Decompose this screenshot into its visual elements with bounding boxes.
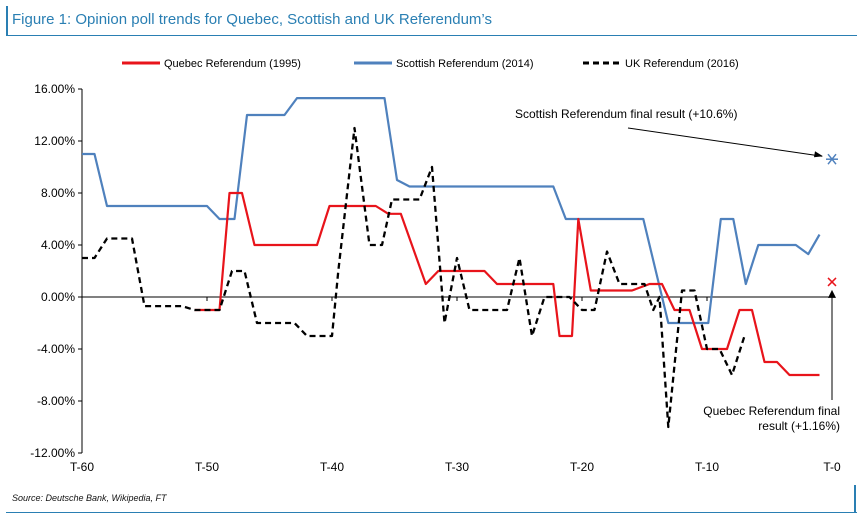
- chart-series: [82, 97, 821, 429]
- x-tick-label: T-0: [823, 460, 841, 474]
- quebec-result-marker: [827, 277, 837, 287]
- series-line-scottish: [82, 97, 821, 325]
- chart-annotations: Scottish Referendum final result (+10.6%…: [515, 107, 840, 433]
- y-tick-label: 8.00%: [41, 186, 75, 200]
- scottish-result-marker: [826, 153, 838, 165]
- series-line-quebec: [194, 191, 820, 377]
- y-tick-label: 4.00%: [41, 238, 75, 252]
- footer-divider: [6, 512, 857, 513]
- title-accent-bar: [6, 6, 8, 36]
- quebec-result-label: result (+1.16%): [758, 419, 840, 433]
- y-tick-label: 12.00%: [34, 134, 75, 148]
- x-tick-label: T-30: [445, 460, 469, 474]
- y-tick-label: -4.00%: [37, 342, 75, 356]
- x-tick-label: T-40: [320, 460, 344, 474]
- footer-accent-bar: [854, 485, 856, 513]
- legend-label: Scottish Referendum (2014): [396, 58, 534, 70]
- legend-label: Quebec Referendum (1995): [164, 58, 301, 70]
- y-tick-label: 0.00%: [41, 290, 75, 304]
- x-tick-label: T-50: [195, 460, 219, 474]
- source-note: Source: Deutsche Bank, Wikipedia, FT: [12, 493, 167, 503]
- asterisk-stroke: [827, 153, 837, 165]
- title-divider: [6, 35, 857, 36]
- series-line-uk: [82, 126, 746, 429]
- quebec-arrowhead: [828, 289, 836, 298]
- y-tick-label: 16.00%: [34, 82, 75, 96]
- x-stroke: [827, 277, 837, 287]
- figure-title: Figure 1: Opinion poll trends for Quebec…: [12, 11, 492, 28]
- scottish-result-label: Scottish Referendum final result (+10.6%…: [515, 107, 737, 121]
- y-tick-label: -8.00%: [37, 394, 75, 408]
- scottish-arrowhead: [814, 151, 823, 158]
- x-tick-label: T-20: [570, 460, 594, 474]
- legend-label: UK Referendum (2016): [625, 58, 739, 70]
- x-tick-label: T-10: [695, 460, 719, 474]
- scottish-result-arrow: [627, 127, 823, 157]
- x-tick-label: T-60: [70, 460, 94, 474]
- y-tick-label: -12.00%: [30, 446, 75, 460]
- chart-legend: Quebec Referendum (1995) Scottish Referen…: [122, 58, 739, 70]
- chart-axes: 16.00% 12.00% 8.00% 4.00% 0.00% -4.00% -8.00% -…: [30, 82, 841, 474]
- quebec-result-label: Quebec Referendum final: [703, 404, 840, 418]
